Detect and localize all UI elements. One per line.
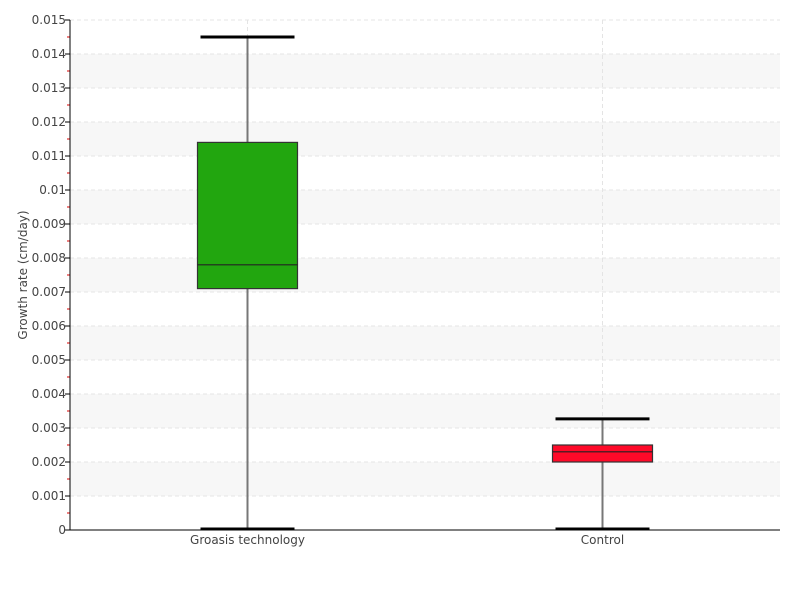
y-tick-label: 0.008 bbox=[32, 251, 66, 265]
grid-band bbox=[70, 122, 780, 156]
y-tick-label: 0.007 bbox=[32, 285, 66, 299]
y-tick-label: 0 bbox=[58, 523, 66, 537]
grid-band bbox=[70, 394, 780, 428]
y-tick-label: 0.009 bbox=[32, 217, 66, 231]
y-tick-label: 0.013 bbox=[32, 81, 66, 95]
grid-band bbox=[70, 326, 780, 360]
y-tick-label: 0.011 bbox=[32, 149, 66, 163]
y-tick-label: 0.012 bbox=[32, 115, 66, 129]
y-tick-label: 0.006 bbox=[32, 319, 66, 333]
y-tick-label: 0.005 bbox=[32, 353, 66, 367]
x-tick-label: Groasis technology bbox=[190, 533, 305, 547]
y-tick-label: 0.002 bbox=[32, 455, 66, 469]
y-tick-label: 0.004 bbox=[32, 387, 66, 401]
y-tick-label: 0.014 bbox=[32, 47, 66, 61]
grid-band bbox=[70, 190, 780, 224]
grid-band bbox=[70, 54, 780, 88]
y-tick-label: 0.01 bbox=[39, 183, 66, 197]
y-axis-label: Growth rate (cm/day) bbox=[16, 210, 30, 339]
y-tick-label: 0.003 bbox=[32, 421, 66, 435]
box-iqr bbox=[196, 141, 299, 290]
x-tick-label: Control bbox=[581, 533, 624, 547]
box-iqr bbox=[551, 444, 654, 463]
grid-band bbox=[70, 258, 780, 292]
grid-band bbox=[70, 462, 780, 496]
y-tick-label: 0.015 bbox=[32, 13, 66, 27]
y-tick-label: 0.001 bbox=[32, 489, 66, 503]
